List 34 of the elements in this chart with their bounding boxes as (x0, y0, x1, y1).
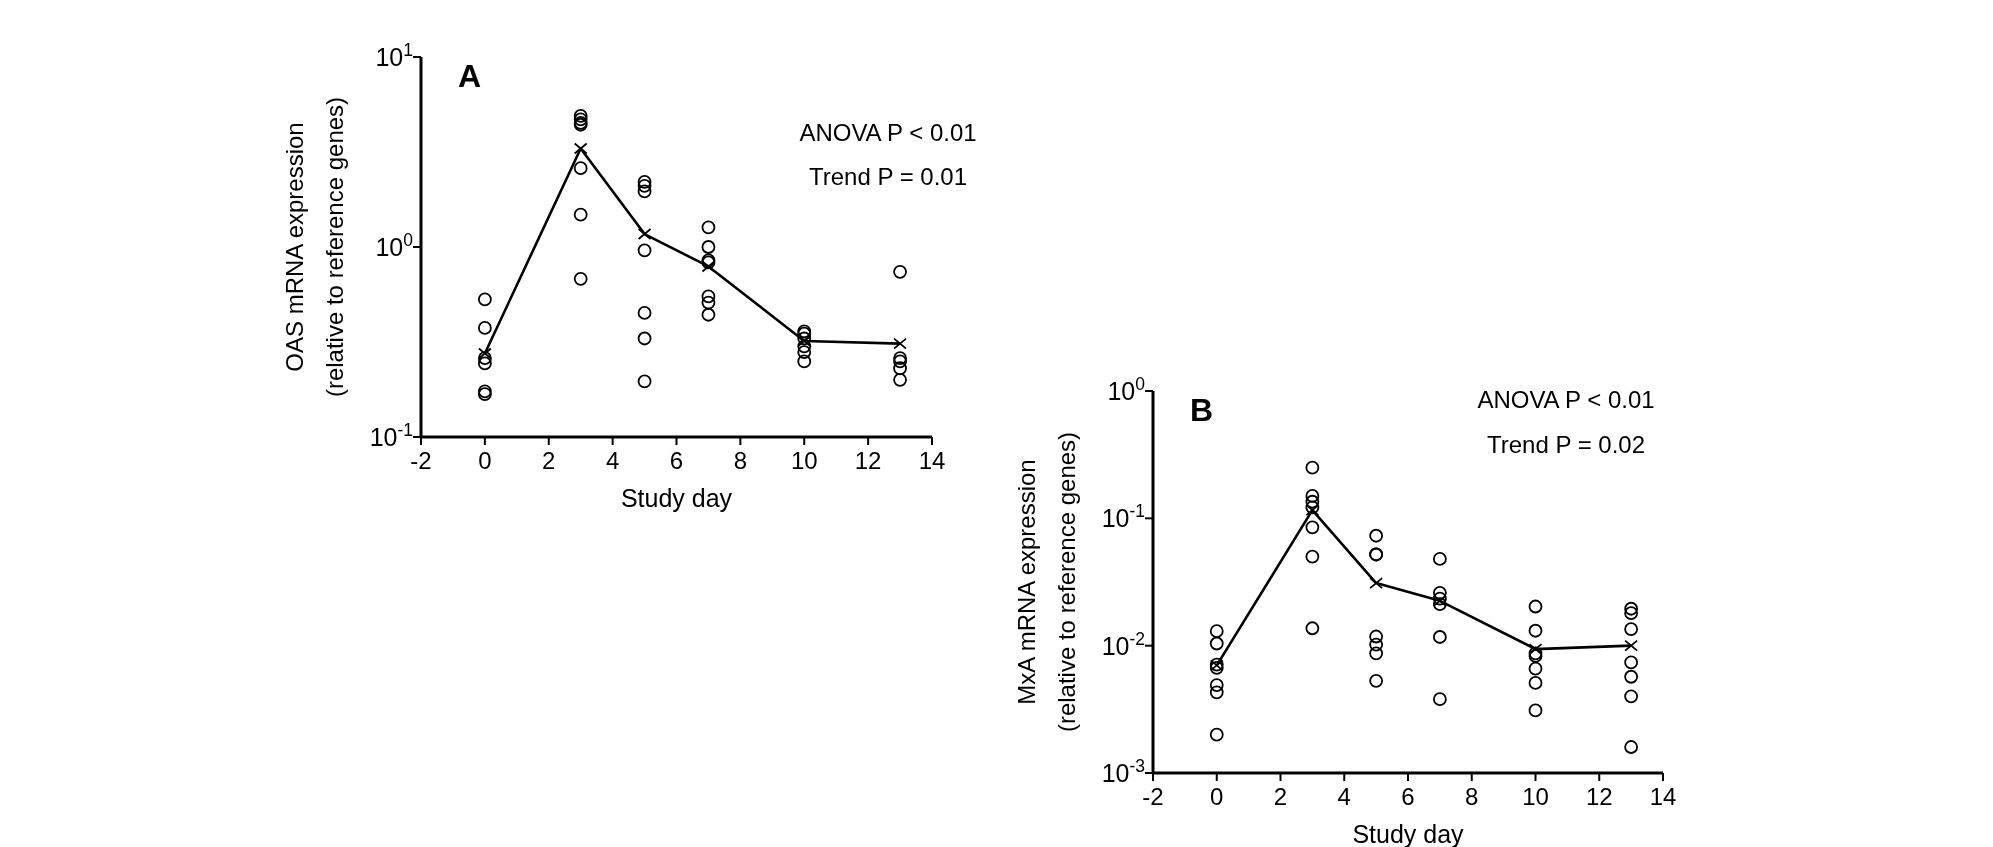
x-tick-label: 6 (1401, 783, 1415, 810)
x-tick-label: 2 (1273, 783, 1288, 810)
x-tick-label: -2 (1142, 783, 1164, 810)
chart-title: B (1190, 392, 1214, 428)
annotation: ANOVA P < 0.01 (1477, 386, 1655, 413)
annotation: Trend P = 0.02 (1486, 431, 1646, 458)
x-tick-label: 8 (733, 447, 748, 474)
x-tick-label: 2 (542, 447, 556, 474)
y-tick-label: 10$^{0}$ (375, 230, 414, 261)
x-tick-label: -2 (410, 447, 432, 474)
x-tick-label: 0 (1210, 783, 1224, 810)
y-axis-title: MxA mRNA expression (relative to reference genes) (1013, 431, 1080, 733)
chart-title: A (458, 58, 482, 94)
x-tick-label: 6 (669, 447, 684, 474)
x-tick-label: 12 (1585, 783, 1613, 810)
y-tick-label: 10$^{-2}$ (1101, 628, 1145, 660)
annotation: Trend P = 0.01 (808, 163, 968, 190)
x-tick-label: 14 (918, 447, 946, 474)
x-tick-label: 12 (854, 447, 882, 474)
x-tick-label: 14 (1649, 783, 1677, 810)
y-tick-label: 10$^{1}$ (375, 40, 413, 71)
x-tick-label: 0 (478, 447, 492, 474)
x-tick-label: 8 (1465, 783, 1479, 810)
y-axis-title: OAS mRNA expression (relative to reference genes) (281, 96, 348, 398)
y-tick-label: 10$^{-1}$ (369, 420, 413, 451)
x-tick-label: 10 (1522, 783, 1549, 810)
y-tick-label: 10$^{-1}$ (1101, 501, 1145, 533)
y-tick-label: 10$^{-3}$ (1101, 756, 1145, 787)
y-tick-label: 10$^{0}$ (1107, 374, 1146, 405)
x-tick-label: 4 (1337, 783, 1351, 810)
x-tick-label: 4 (605, 447, 620, 474)
x-axis-title: Study day (620, 484, 733, 512)
x-tick-label: 10 (790, 447, 818, 474)
annotation: ANOVA P < 0.01 (799, 119, 977, 146)
